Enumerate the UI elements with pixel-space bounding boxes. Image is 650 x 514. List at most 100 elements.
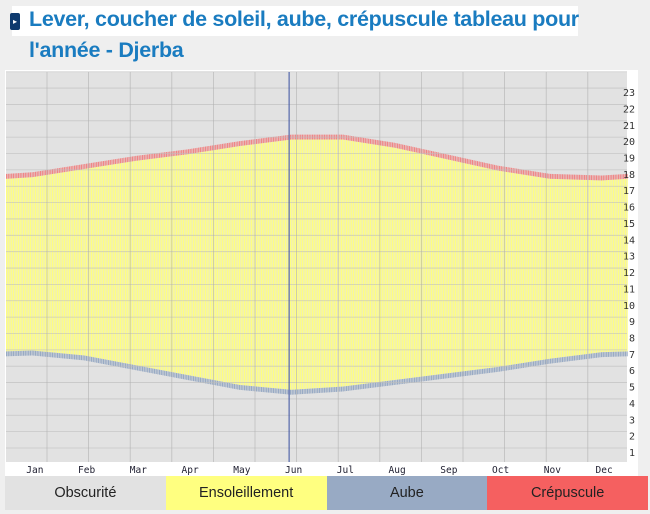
dawn-bar: [261, 387, 263, 392]
daylight-bar: [298, 139, 300, 390]
daylight-bar: [14, 178, 16, 352]
x-tick-label: Jan: [26, 465, 43, 476]
dawn-bar: [223, 382, 225, 387]
dawn-bar: [368, 383, 370, 389]
dusk-bar: [19, 173, 21, 178]
daylight-bar: [17, 178, 20, 352]
daylight-bar: [458, 161, 460, 372]
dawn-bar: [118, 362, 120, 367]
y-tick-label: 9: [629, 317, 635, 328]
dusk-bar: [357, 137, 360, 142]
dusk-bar: [465, 158, 467, 164]
dawn-bar: [114, 361, 116, 367]
dusk-bar: [104, 160, 106, 166]
dawn-bar: [580, 354, 582, 360]
dusk-bar: [278, 136, 280, 142]
dusk-bar: [398, 143, 400, 149]
dawn-bar: [594, 353, 596, 358]
dawn-bar: [385, 381, 387, 387]
dusk-bar: [29, 172, 31, 178]
daylight-bar: [203, 151, 205, 379]
dawn-bar: [541, 359, 543, 365]
dusk-bar: [109, 159, 111, 165]
expand-arrow-icon[interactable]: ▸: [10, 13, 20, 30]
dawn-bar: [330, 387, 332, 393]
dusk-bar: [284, 135, 286, 141]
dawn-bar: [567, 356, 569, 362]
dawn-bar: [91, 356, 93, 362]
dawn-bar: [434, 374, 436, 380]
title-highlight: [12, 6, 578, 36]
daylight-bar: [67, 171, 69, 354]
dawn-bar: [346, 386, 348, 392]
dawn-bar: [429, 375, 431, 381]
daylight-bar: [305, 139, 307, 389]
dawn-bar: [470, 370, 472, 376]
dawn-bar: [488, 368, 490, 373]
dawn-bar: [210, 379, 212, 385]
dusk-bar: [516, 168, 518, 174]
dusk-bar: [65, 166, 67, 172]
dawn-bar: [512, 364, 514, 370]
dawn-bar: [354, 385, 356, 390]
daylight-bar: [72, 170, 74, 355]
dusk-bar: [436, 152, 438, 157]
daylight-bar: [323, 139, 326, 388]
dusk-bar: [162, 152, 164, 158]
dawn-bar: [40, 351, 42, 357]
dawn-bar: [194, 376, 196, 382]
daylight-bar: [75, 170, 77, 355]
y-tick-label: 20: [623, 137, 635, 148]
dusk-bar: [514, 168, 516, 174]
daylight-bar: [456, 161, 458, 373]
dawn-bar: [80, 355, 82, 361]
daylight-bar: [497, 170, 499, 367]
daylight-bar: [165, 156, 167, 372]
dusk-bar: [23, 172, 25, 178]
daylight-bar: [125, 162, 127, 364]
daylight-bar: [351, 140, 353, 386]
dusk-bar: [286, 135, 288, 141]
daylight-bar: [546, 178, 548, 360]
daylight-bar: [11, 178, 13, 352]
dusk-bar: [68, 166, 71, 172]
dusk-bar: [567, 174, 569, 180]
daylight-bar: [548, 178, 550, 359]
daylight-bar: [386, 146, 388, 381]
daylight-bar: [259, 143, 261, 387]
dusk-bar: [145, 154, 147, 160]
daylight-bar: [145, 159, 147, 368]
daylight-bar: [340, 139, 343, 387]
dusk-bar: [189, 148, 191, 154]
dusk-bar: [221, 143, 224, 149]
dawn-bar: [264, 387, 266, 393]
daylight-bar: [9, 178, 11, 352]
x-tick-label: May: [233, 465, 250, 476]
daylight-bar: [329, 139, 331, 388]
daylight-bar: [442, 158, 445, 374]
daylight-bar: [116, 163, 118, 362]
daylight-bar: [53, 173, 55, 353]
daylight-bar: [534, 176, 536, 362]
dusk-bar: [543, 172, 545, 178]
daylight-bar: [391, 147, 394, 381]
dusk-bar: [548, 173, 550, 179]
daylight-bar: [373, 144, 375, 383]
daylight-bar: [160, 157, 162, 371]
y-tick-label: 14: [623, 235, 635, 246]
dusk-bar: [91, 162, 93, 168]
dawn-bar: [249, 385, 251, 391]
dawn-bar: [412, 377, 414, 383]
dawn-bar: [543, 359, 545, 365]
daylight-bar: [434, 156, 436, 375]
daylight-bar: [153, 158, 156, 369]
dusk-bar: [595, 175, 598, 181]
daylight-bar: [446, 159, 448, 374]
dawn-bar: [138, 365, 140, 371]
dawn-bar: [568, 356, 570, 362]
daylight-bar: [211, 150, 213, 380]
dusk-bar: [621, 174, 623, 180]
daylight-bar: [320, 139, 322, 388]
dusk-bar: [623, 174, 625, 180]
daylight-bar: [516, 173, 518, 365]
